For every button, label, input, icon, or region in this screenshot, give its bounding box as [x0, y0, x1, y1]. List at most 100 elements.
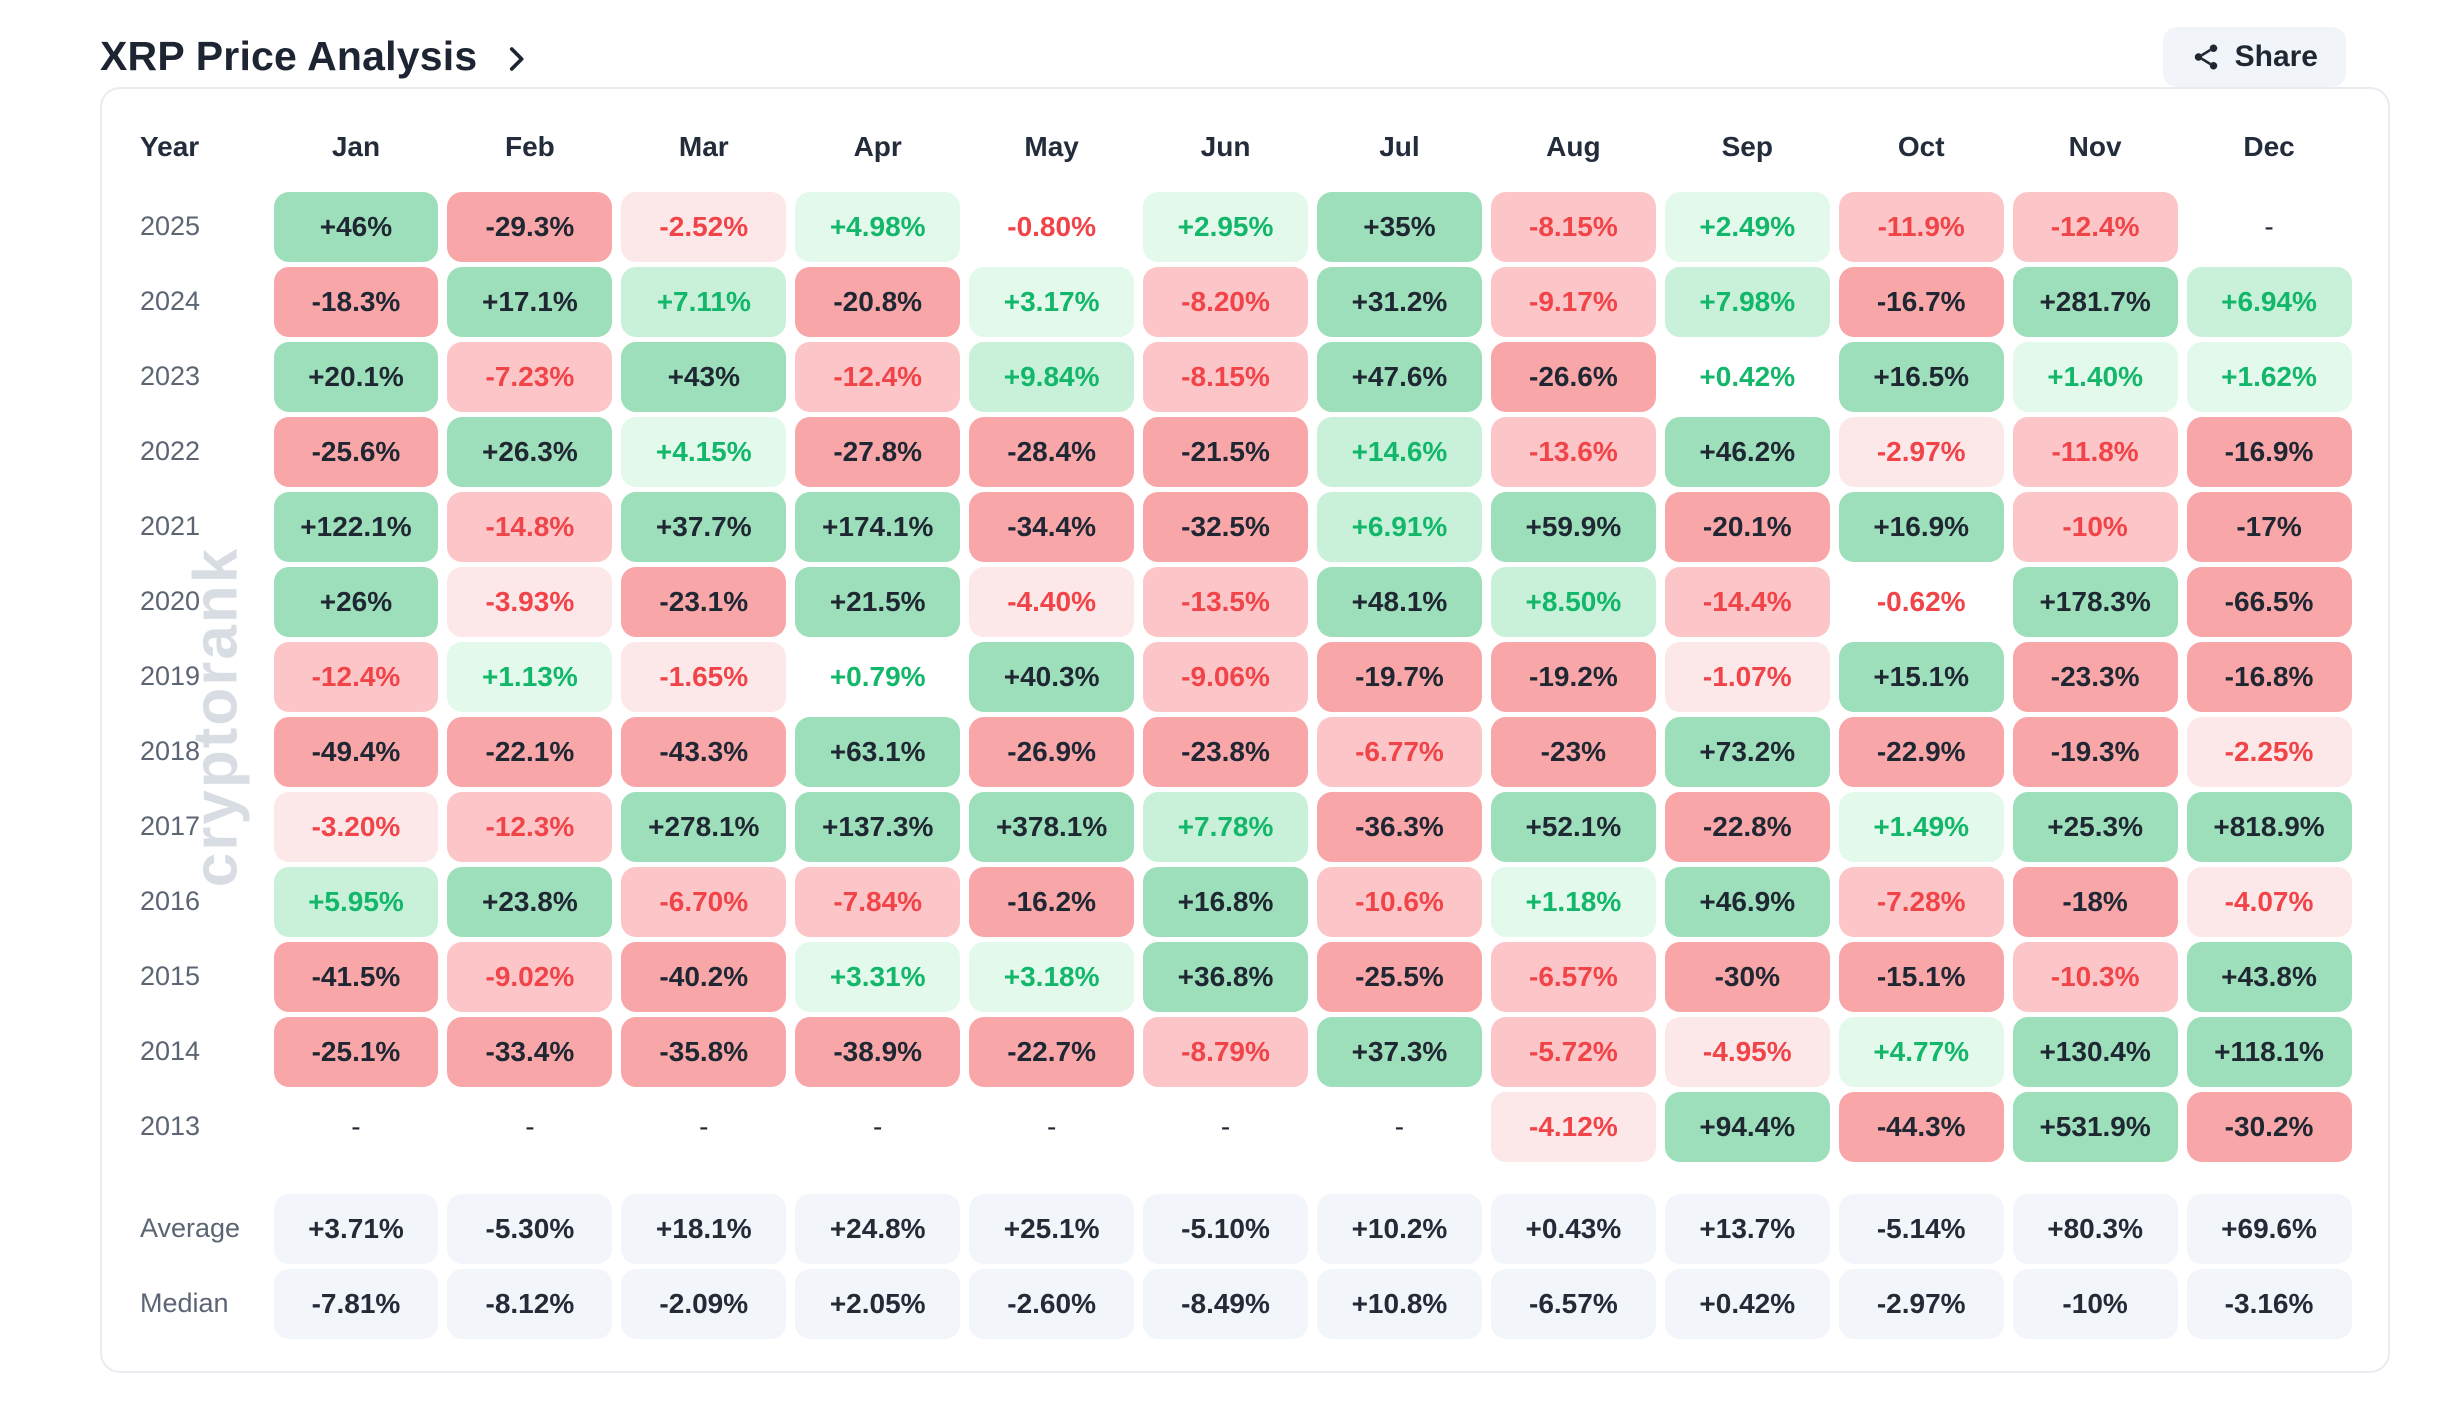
summary-value: -6.57% — [1490, 1268, 1656, 1339]
table-body: 2025 +46% -29.3% -2.52% +4.98% -0.80% +2.95% +3… — [134, 189, 2356, 1164]
month-value: +130.4% — [2012, 1016, 2178, 1087]
month-cell: -11.8% — [2008, 414, 2182, 489]
summary-cell: -2.60% — [965, 1266, 1139, 1341]
column-header-year: Year — [140, 131, 200, 162]
month-value: +63.1% — [795, 716, 961, 787]
month-value: -13.5% — [1143, 566, 1308, 637]
month-cell: +94.4% — [1660, 1089, 1834, 1164]
month-value: +4.77% — [1838, 1016, 2004, 1087]
month-value: -25.5% — [1317, 941, 1482, 1012]
summary-value: +3.71% — [273, 1193, 439, 1264]
summary-value: -10% — [2012, 1268, 2178, 1339]
share-button[interactable]: Share — [2162, 26, 2346, 87]
month-cell: -6.77% — [1313, 714, 1487, 789]
month-cell: +31.2% — [1313, 264, 1487, 339]
month-value: -26.9% — [969, 716, 1135, 787]
month-value: -33.4% — [447, 1016, 613, 1087]
month-value: - — [351, 1110, 361, 1142]
column-header-month: Jan — [331, 131, 381, 162]
month-value: +2.95% — [1143, 191, 1308, 262]
month-cell: +16.5% — [1834, 339, 2008, 414]
month-value: -43.3% — [621, 716, 787, 787]
month-cell: -38.9% — [791, 1014, 965, 1089]
month-value: +37.7% — [621, 491, 787, 562]
month-cell: +40.3% — [965, 639, 1139, 714]
title-link[interactable]: XRP Price Analysis — [100, 33, 533, 80]
month-cell: -41.5% — [269, 939, 443, 1014]
month-value: -19.7% — [1317, 641, 1482, 712]
month-value: +9.84% — [969, 341, 1135, 412]
month-cell: -20.1% — [1660, 489, 1834, 564]
month-cell: -4.40% — [965, 564, 1139, 639]
month-cell: +7.98% — [1660, 264, 1834, 339]
year-label: 2025 — [140, 211, 201, 241]
month-value: +46.9% — [1664, 866, 1830, 937]
summary-cell: -8.12% — [443, 1266, 617, 1341]
month-cell: -10.6% — [1313, 864, 1487, 939]
month-cell: -22.8% — [1660, 789, 1834, 864]
column-header-month: Sep — [1721, 131, 1773, 162]
month-value: -4.07% — [2186, 866, 2352, 937]
month-cell: -29.3% — [443, 189, 617, 264]
month-value: +278.1% — [621, 791, 787, 862]
month-cell: +7.11% — [617, 264, 791, 339]
month-value: -3.93% — [447, 566, 613, 637]
month-cell: +1.62% — [2182, 339, 2356, 414]
month-value: -13.6% — [1490, 416, 1656, 487]
summary-value: +80.3% — [2012, 1193, 2178, 1264]
month-cell: -2.25% — [2182, 714, 2356, 789]
month-value: - — [699, 1110, 709, 1142]
month-cell: -49.4% — [269, 714, 443, 789]
month-cell: +73.2% — [1660, 714, 1834, 789]
month-cell: +15.1% — [1834, 639, 2008, 714]
month-value: +5.95% — [273, 866, 439, 937]
month-cell: -10.3% — [2008, 939, 2182, 1014]
month-cell: +2.95% — [1139, 189, 1313, 264]
month-value: -4.40% — [969, 566, 1135, 637]
month-value: -17% — [2186, 491, 2352, 562]
month-cell: +17.1% — [443, 264, 617, 339]
year-label: 2013 — [140, 1111, 201, 1141]
month-cell: -40.2% — [617, 939, 791, 1014]
month-value: -12.4% — [2012, 191, 2178, 262]
month-value: - — [525, 1110, 535, 1142]
month-cell: -17% — [2182, 489, 2356, 564]
month-cell: +37.7% — [617, 489, 791, 564]
month-cell: +8.50% — [1486, 564, 1660, 639]
month-cell: +63.1% — [791, 714, 965, 789]
summary-value: +0.43% — [1490, 1193, 1656, 1264]
summary-row: Average +3.71% -5.30% +18.1% +24.8% +25.1% -5.… — [134, 1191, 2356, 1266]
month-cell: -8.15% — [1486, 189, 1660, 264]
month-value: -5.72% — [1490, 1016, 1656, 1087]
year-label: 2014 — [140, 1036, 201, 1066]
summary-cell: +0.43% — [1486, 1191, 1660, 1266]
summary-value: +10.2% — [1317, 1193, 1482, 1264]
month-value: +3.31% — [795, 941, 961, 1012]
month-cell: -19.2% — [1486, 639, 1660, 714]
month-value: +1.49% — [1838, 791, 2004, 862]
year-label: 2021 — [140, 511, 201, 541]
page-title: XRP Price Analysis — [100, 33, 478, 79]
table-row: 2021 +122.1% -14.8% +37.7% +174.1% -34.4% -32.… — [134, 489, 2356, 564]
month-value: +122.1% — [273, 491, 439, 562]
month-cell: +46.9% — [1660, 864, 1834, 939]
month-value: +35% — [1317, 191, 1482, 262]
month-value: +7.11% — [621, 266, 787, 337]
month-cell: -6.70% — [617, 864, 791, 939]
column-header-month: Dec — [2243, 131, 2295, 162]
summary-value: -2.97% — [1838, 1268, 2004, 1339]
table-row: 2024 -18.3% +17.1% +7.11% -20.8% +3.17% -8.20%… — [134, 264, 2356, 339]
year-label: 2022 — [140, 436, 201, 466]
month-cell: +59.9% — [1486, 489, 1660, 564]
month-value: +36.8% — [1143, 941, 1308, 1012]
column-header-month: Nov — [2068, 131, 2122, 162]
month-cell: -4.12% — [1486, 1089, 1660, 1164]
month-cell: -5.72% — [1486, 1014, 1660, 1089]
month-cell: - — [791, 1089, 965, 1164]
column-header-month: Jun — [1200, 131, 1251, 162]
summary-cell: -10% — [2008, 1266, 2182, 1341]
month-value: -21.5% — [1143, 416, 1308, 487]
month-cell: +818.9% — [2182, 789, 2356, 864]
month-value: +8.50% — [1490, 566, 1656, 637]
month-cell: -11.9% — [1834, 189, 2008, 264]
